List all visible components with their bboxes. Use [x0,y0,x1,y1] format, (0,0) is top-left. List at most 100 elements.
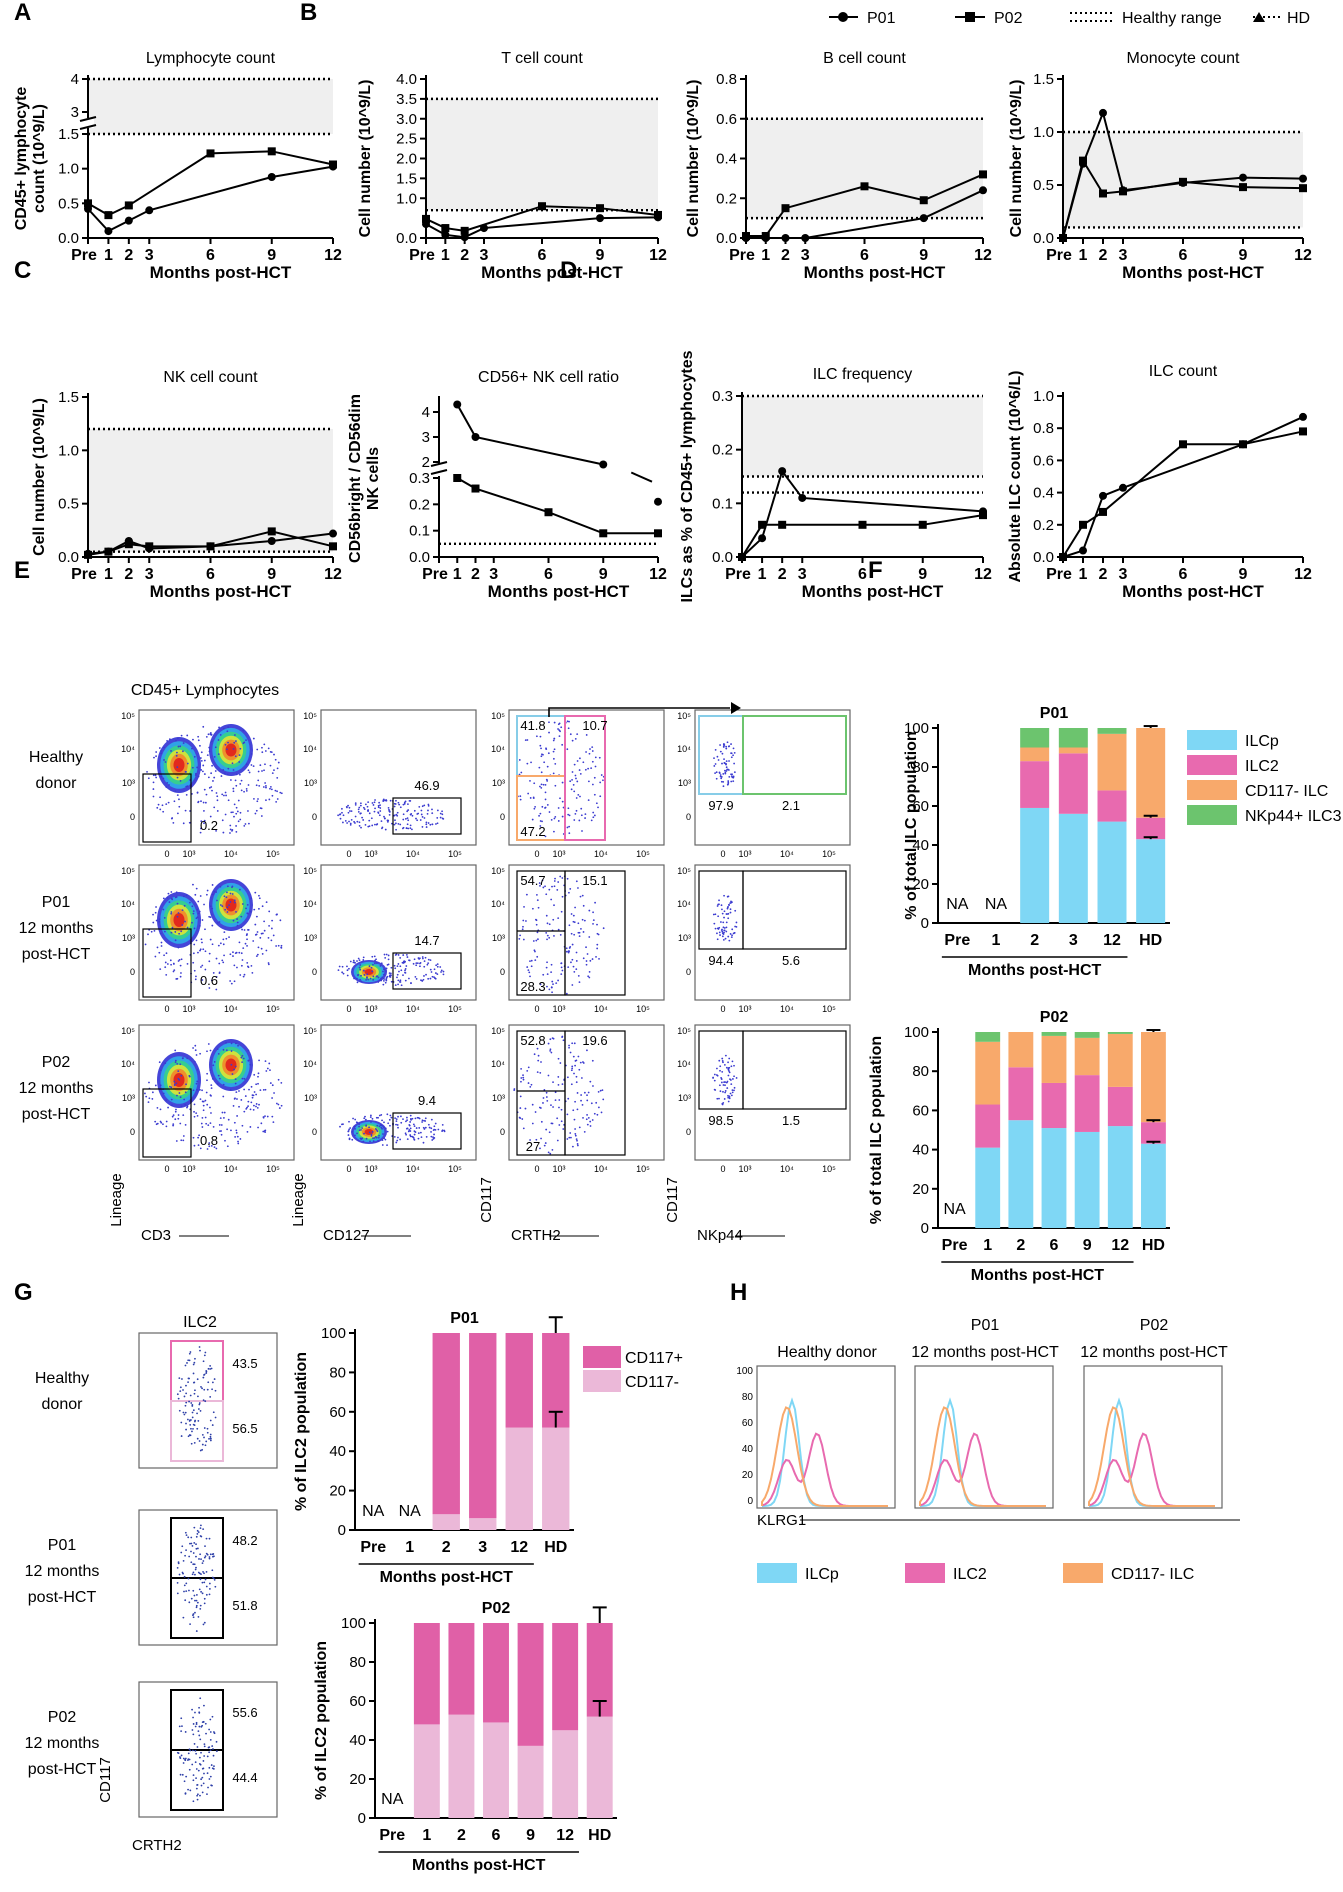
event-dot [195,1606,198,1609]
event-dot [201,1448,204,1451]
event-dot [160,941,163,944]
event-dot [562,1128,565,1130]
event-dot [253,1091,256,1093]
event-dot [408,959,410,962]
bar-segment-ilc2 [1008,1067,1034,1121]
panel-label-E: E [14,557,30,584]
event-dot [412,962,415,965]
event-dot [173,1084,176,1087]
y-tick-label: 3 [71,104,79,121]
event-dot [222,769,225,771]
y-tick-label: 100 [904,720,929,737]
event-dot [206,1079,208,1082]
event-dot [205,1122,208,1125]
event-dot [552,739,555,742]
event-dot [531,1103,534,1106]
event-dot [530,959,533,962]
flow-tick-label: 10⁵ [636,849,650,859]
event-dot [727,780,730,782]
event-dot [280,947,283,949]
event-dot [568,825,571,828]
flow-tick-label: 10⁴ [594,1004,608,1014]
flow-row-label: P01 [42,894,71,911]
y-tick-label: 0.0 [1033,549,1054,566]
event-dot [394,967,397,970]
event-dot [234,1097,236,1100]
event-dot [558,735,561,738]
y-tick-label: 40 [329,1443,346,1460]
x-tick-label: Pre [725,566,751,583]
event-dot [589,1120,592,1123]
event-dot [247,784,250,786]
event-dot [165,1099,168,1102]
event-dot [172,963,175,965]
series-line [1062,430,1304,558]
event-dot [406,823,409,826]
event-dot [261,932,264,935]
event-dot [203,1354,206,1357]
event-dot [181,1057,184,1060]
event-dot [429,823,432,826]
event-dot [561,1036,564,1038]
event-dot [171,1104,173,1107]
bar-segment-cd117- [505,1427,533,1530]
event-dot [235,1129,238,1132]
event-dot [205,1370,208,1372]
event-dot [433,1137,436,1139]
event-dot [403,802,406,805]
event-dot [182,742,185,744]
event-dot [257,779,260,782]
event-dot [192,910,195,913]
event-dot [280,792,283,795]
event-dot [170,911,173,913]
event-dot [602,779,604,782]
event-dot [158,951,161,954]
event-dot [265,901,268,903]
event-dot [144,1092,146,1095]
event-dot [159,1120,162,1123]
event-dot [566,748,569,751]
event-dot [522,938,525,941]
event-dot [197,1615,200,1618]
event-dot [546,973,549,976]
event-dot [199,1349,201,1352]
event-dot [572,914,575,917]
flow-plot-frame [694,1024,851,1161]
event-dot [518,1116,521,1119]
event-dot [417,1132,420,1135]
event-dot [189,1423,192,1426]
event-dot [223,794,225,797]
event-dot [724,937,727,940]
event-dot [539,825,542,827]
data-point [1079,156,1087,165]
x-tick-label: 12 [1294,566,1312,583]
event-dot [567,951,570,954]
panel-label-H: H [730,1279,747,1306]
data-point [654,210,662,219]
event-dot [253,798,255,800]
event-dot [240,1056,243,1059]
event-dot [233,741,236,744]
bar-segment-cd117-ilc [1020,747,1050,762]
event-dot [176,766,179,769]
event-dot [584,817,586,819]
event-dot [529,975,531,978]
event-dot [173,969,176,972]
event-dot [193,755,196,758]
data-point [267,527,276,536]
event-dot [238,888,241,891]
event-dot [238,1090,240,1092]
event-dot [200,1725,203,1728]
event-dot [570,1136,572,1139]
event-dot [252,737,255,740]
event-dot [228,936,230,938]
event-dot [720,929,723,931]
event-dot [384,981,387,984]
event-dot [371,955,374,958]
event-dot [240,926,243,929]
event-dot [398,970,400,973]
event-dot [176,1751,179,1754]
event-dot [157,803,160,806]
event-dot [201,770,204,773]
event-dot [595,955,597,958]
